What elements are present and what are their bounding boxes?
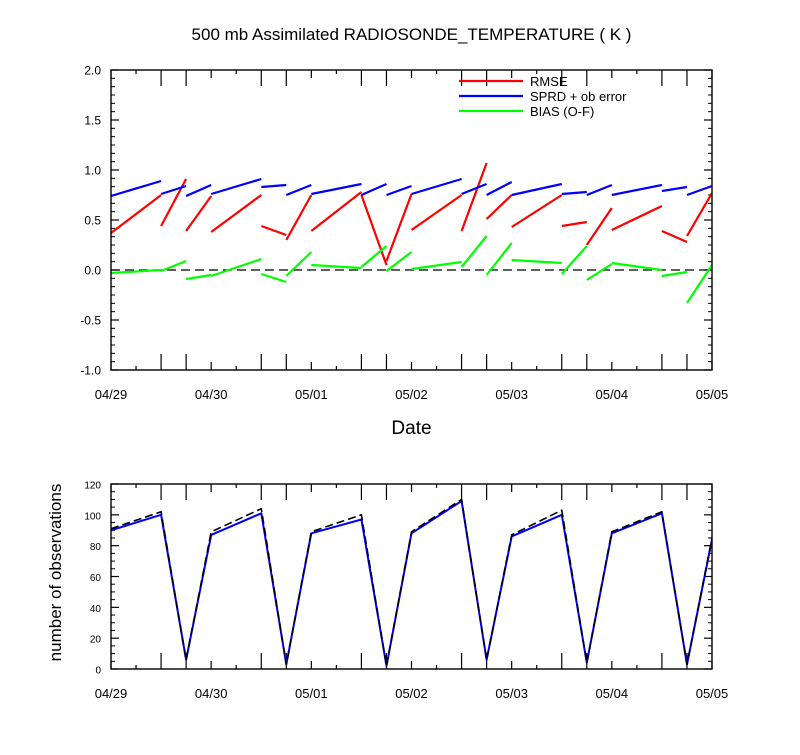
series-sprd-ob-error-segment bbox=[261, 183, 287, 189]
series-sprd-ob-error-segment bbox=[486, 181, 513, 196]
series-sprd-ob-error-segment bbox=[661, 185, 688, 193]
series-bias-o-f-segment bbox=[661, 270, 688, 278]
series-rmse-segment bbox=[686, 192, 712, 237]
legend-label: SPRD + ob error bbox=[530, 89, 627, 104]
series-rmse-segment bbox=[485, 194, 513, 220]
series-sprd-ob-error-segment bbox=[561, 190, 587, 196]
series-bias-o-f-segment bbox=[260, 272, 287, 284]
series-sprd-ob-error-segment bbox=[461, 182, 488, 196]
series-bias-o-f-segment bbox=[411, 260, 462, 271]
series-bias-o-f-segment bbox=[686, 264, 712, 304]
x-tick-label: 05/02 bbox=[395, 686, 428, 701]
series-rmse-segment bbox=[585, 207, 613, 246]
series-bias-o-f-segment bbox=[586, 263, 613, 281]
series-possible-observations-line bbox=[111, 498, 712, 667]
y-tick-label: 80 bbox=[90, 542, 102, 553]
series-rmse-segment bbox=[561, 220, 587, 228]
series-sprd-ob-error-segment bbox=[411, 177, 462, 196]
series-bias-o-f-segment bbox=[111, 268, 162, 275]
series-bias-o-f-segment bbox=[360, 245, 388, 268]
series-sprd-ob-error-segment bbox=[511, 182, 563, 197]
series-bias-o-f-segment bbox=[560, 245, 588, 275]
series-sprd-ob-error-segment bbox=[111, 179, 162, 198]
series-rmse-segment bbox=[210, 194, 262, 233]
y-tick-label: 40 bbox=[90, 604, 102, 615]
bottom-panel: 0 20 40 60 80 100 120 04/29 04/30 05/01 05/02 05/03… bbox=[46, 481, 728, 702]
series-bias-o-f-segment bbox=[311, 263, 362, 270]
chart-title: 500 mb Assimilated RADIOSONDE_TEMPERATUR… bbox=[192, 25, 632, 44]
legend-label: RMSE bbox=[530, 74, 568, 89]
series-sprd-ob-error-segment bbox=[210, 177, 262, 196]
plot-frame bbox=[110, 69, 713, 371]
series-rmse-segment bbox=[661, 229, 688, 244]
x-tick-label: 05/01 bbox=[295, 686, 328, 701]
series-sprd-ob-error-segment bbox=[185, 183, 212, 198]
y-tick-label: 60 bbox=[90, 573, 102, 584]
series-sprd-ob-error-segment bbox=[586, 183, 613, 197]
x-tick-label: 05/03 bbox=[495, 387, 528, 402]
series-bias-o-f-segment bbox=[611, 261, 663, 272]
x-tick-label: 04/29 bbox=[95, 686, 128, 701]
x-tick-label: 05/02 bbox=[395, 387, 428, 402]
x-tick-label: 04/30 bbox=[195, 686, 228, 701]
series-rmse-segment bbox=[310, 191, 363, 232]
y-tick-label: -1.0 bbox=[80, 364, 101, 378]
y-tick-label: 120 bbox=[84, 481, 101, 492]
y-tick-label: 100 bbox=[84, 511, 101, 522]
series-rmse-segment bbox=[511, 194, 563, 228]
series-bias-o-f-segment bbox=[485, 242, 513, 276]
y-tick-label: 20 bbox=[90, 635, 102, 646]
series-sprd-ob-error-segment bbox=[311, 182, 362, 196]
series-bias-o-f-segment bbox=[160, 259, 187, 273]
series-sprd-ob-error-segment bbox=[686, 184, 712, 197]
x-tick-label: 04/29 bbox=[95, 387, 128, 402]
series-rmse-segment bbox=[285, 194, 313, 241]
series-rmse-segment bbox=[611, 205, 663, 231]
series-bias-o-f-segment bbox=[210, 257, 262, 278]
plot-frame bbox=[110, 483, 713, 670]
plot-area bbox=[111, 162, 712, 304]
y-tick-label: 1.5 bbox=[84, 114, 101, 128]
y-tick-label: 0.0 bbox=[84, 264, 101, 278]
y-tick-label: -0.5 bbox=[80, 314, 101, 328]
series-bias-o-f-segment bbox=[460, 235, 488, 268]
x-tick-label: 05/03 bbox=[495, 686, 528, 701]
series-sprd-ob-error-segment bbox=[160, 184, 187, 196]
y-tick-label: 1.0 bbox=[84, 164, 101, 178]
x-tick-label: 05/05 bbox=[696, 686, 729, 701]
legend-label: BIAS (O-F) bbox=[530, 104, 594, 119]
y-tick-label: 2.0 bbox=[84, 64, 101, 78]
x-axis-label: Date bbox=[391, 418, 431, 439]
series-rmse-segment bbox=[410, 194, 463, 231]
x-tick-label: 05/04 bbox=[596, 686, 629, 701]
series-rmse-segment bbox=[460, 162, 488, 232]
top-panel: 500 mb Assimilated RADIOSONDE_TEMPERATUR… bbox=[80, 25, 728, 439]
series-rmse-segment bbox=[185, 195, 213, 232]
series-sprd-ob-error-segment bbox=[360, 182, 387, 197]
x-tick-label: 05/05 bbox=[696, 387, 729, 402]
series-bias-o-f-segment bbox=[185, 273, 212, 281]
series-bias-o-f-segment bbox=[385, 251, 413, 272]
series-bias-o-f-segment bbox=[511, 258, 562, 265]
series-rmse-segment bbox=[260, 224, 287, 237]
series-rmse-segment bbox=[111, 194, 162, 234]
y-axis-label: number of observations bbox=[46, 484, 65, 662]
x-tick-label: 04/30 bbox=[195, 387, 228, 402]
x-tick-label: 05/01 bbox=[295, 387, 328, 402]
x-tick-label: 05/04 bbox=[596, 387, 629, 402]
y-tick-label: 0 bbox=[95, 666, 101, 677]
series-sprd-ob-error-segment bbox=[285, 183, 312, 197]
series-rmse-segment bbox=[360, 194, 388, 266]
series-sprd-ob-error-segment bbox=[386, 184, 412, 197]
series-bias-o-f-segment bbox=[285, 251, 313, 277]
series-rmse-segment bbox=[385, 193, 413, 262]
series-sprd-ob-error-segment bbox=[611, 183, 663, 197]
y-tick-label: 0.5 bbox=[84, 214, 101, 228]
plot-area bbox=[111, 498, 712, 667]
